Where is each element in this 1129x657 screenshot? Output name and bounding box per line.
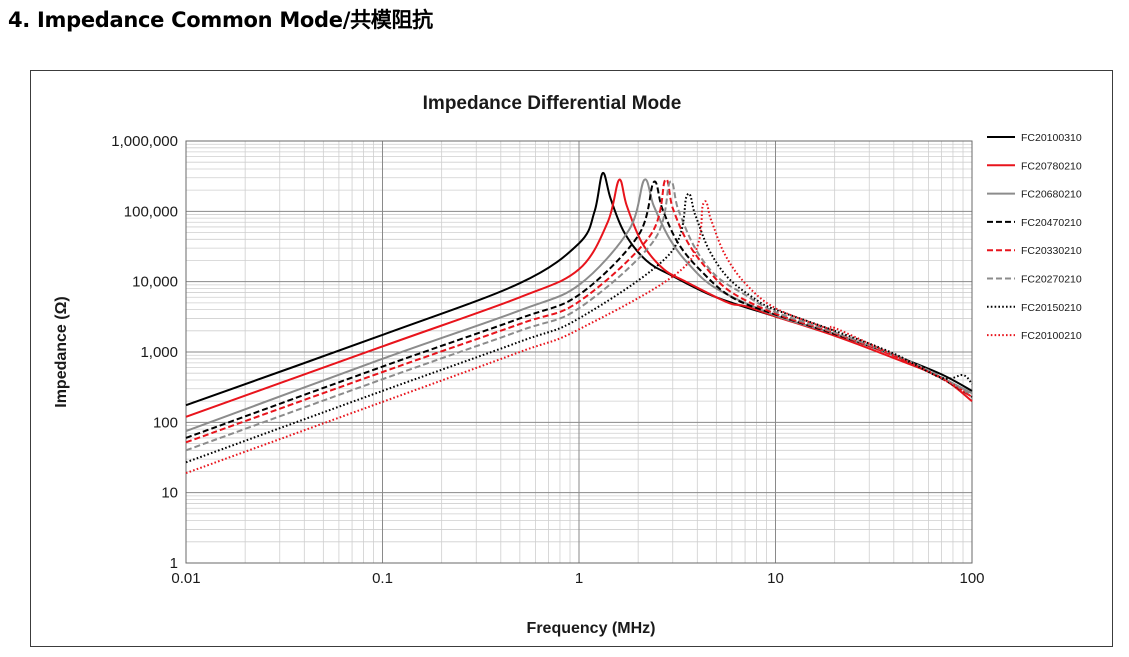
series-line-fc20100210	[185, 200, 973, 475]
x-tick-label: 10	[767, 570, 784, 587]
legend-label: FC20780210	[1021, 160, 1082, 172]
y-tick-label: 10,000	[132, 274, 178, 291]
ticks-layer: 0.01 0.1 1 10 100 1 10 100 1,000 10,000 100,000 1,0…	[111, 133, 984, 587]
legend-label: FC20330210	[1021, 245, 1082, 257]
x-tick-label: 0.1	[372, 570, 393, 587]
legend-label: FC20270210	[1021, 274, 1082, 286]
y-tick-label: 1,000	[140, 344, 178, 361]
y-axis-label: Impedance (Ω)	[53, 296, 70, 408]
y-tick-label: 100	[153, 414, 178, 431]
grid-layer	[185, 140, 973, 564]
series-line-fc20150210	[185, 192, 973, 464]
x-axis-label: Frequency (MHz)	[527, 620, 656, 637]
plot-area-border	[185, 140, 973, 564]
series-line-fc20470210	[185, 180, 973, 439]
y-tick-label: 1	[170, 555, 178, 572]
legend-label: FC20100210	[1021, 330, 1082, 342]
legend-label: FC20100310	[1021, 132, 1082, 144]
series-line-fc20780210	[185, 178, 973, 418]
legend-label: FC20150210	[1021, 302, 1082, 314]
series-line-fc20270210	[185, 180, 973, 452]
y-tick-label: 100,000	[124, 203, 178, 220]
legend: FC20100310 FC20780210 FC20680210 FC20470210…	[987, 132, 1082, 342]
x-tick-label: 100	[959, 570, 984, 587]
y-tick-label: 1,000,000	[111, 133, 178, 150]
x-tick-label: 1	[575, 570, 583, 587]
x-tick-label: 0.01	[171, 570, 200, 587]
impedance-chart: 0.01 0.1 1 10 100 1 10 100 1,000 10,000 100,000 1,0…	[53, 93, 1082, 637]
series-layer	[185, 172, 973, 475]
legend-label: FC20470210	[1021, 217, 1082, 229]
section-heading: 4. Impedance Common Mode/共模阻抗	[8, 8, 433, 32]
chart-frame: 0.01 0.1 1 10 100 1 10 100 1,000 10,000 100,000 1,0…	[30, 70, 1113, 647]
y-tick-label: 10	[161, 485, 178, 502]
legend-label: FC20680210	[1021, 189, 1082, 201]
chart-title: Impedance Differential Mode	[423, 93, 682, 114]
